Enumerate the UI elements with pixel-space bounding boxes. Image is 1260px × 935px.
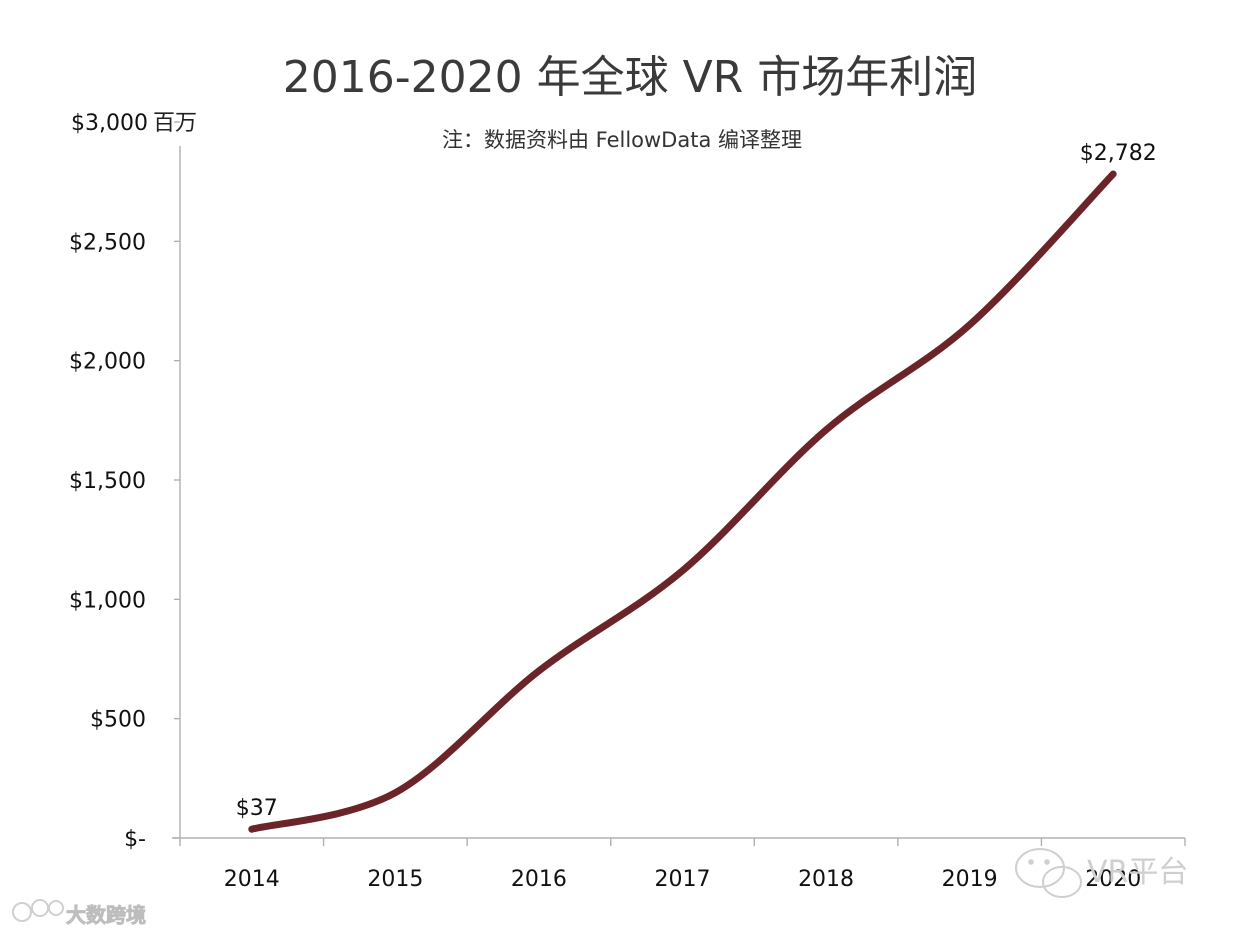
x-tick-label-2018: 2018 <box>798 867 854 892</box>
y-axis-unit-label: 百万 <box>153 111 197 136</box>
x-axis: 2014 2015 2016 2017 2018 2019 2020 <box>172 837 1186 892</box>
watermark-dashu-kuajing: 大数跨境 <box>66 903 146 927</box>
series-line-group <box>248 170 1117 833</box>
x-tick-label-2015: 2015 <box>367 867 423 892</box>
y-tick-label: $2,500 <box>69 230 146 255</box>
data-label-2020: $2,782 <box>1080 141 1157 166</box>
chart-title: 2016-2020 年全球 VR 市场年利润 <box>283 52 977 103</box>
data-label-2014: $37 <box>236 796 278 821</box>
y-tick-label: $1,000 <box>69 588 146 613</box>
watermark-vr-platform: VR平台 <box>1087 855 1188 890</box>
x-tick-label-2019: 2019 <box>942 867 998 892</box>
logo-icon <box>12 899 64 922</box>
data-labels: $37 $2,782 <box>236 141 1157 821</box>
y-tick-label: $1,500 <box>69 469 146 494</box>
wechat-icon <box>1015 848 1082 898</box>
x-tick-label-2014: 2014 <box>224 867 280 892</box>
y-tick-label: $500 <box>90 708 146 733</box>
y-tick-label: $2,000 <box>69 350 146 375</box>
watermark-left: 大数跨境 <box>12 899 146 927</box>
y-tick-label: $3,000 <box>71 111 148 136</box>
x-tick-label-2017: 2017 <box>655 867 711 892</box>
watermark-right: VR平台 <box>1015 848 1188 898</box>
chart-subtitle: 注：数据资料由 FellowData 编译整理 <box>442 128 802 152</box>
x-tick-label-2016: 2016 <box>511 867 567 892</box>
y-tick-label: $- <box>124 827 146 852</box>
x-tick-label-2020: 2020 <box>1085 867 1141 892</box>
y-axis: $- $500 $1,000 $1,500 $2,000 $2,500 $3,000 <box>69 111 181 852</box>
series-line-profit <box>248 170 1117 833</box>
